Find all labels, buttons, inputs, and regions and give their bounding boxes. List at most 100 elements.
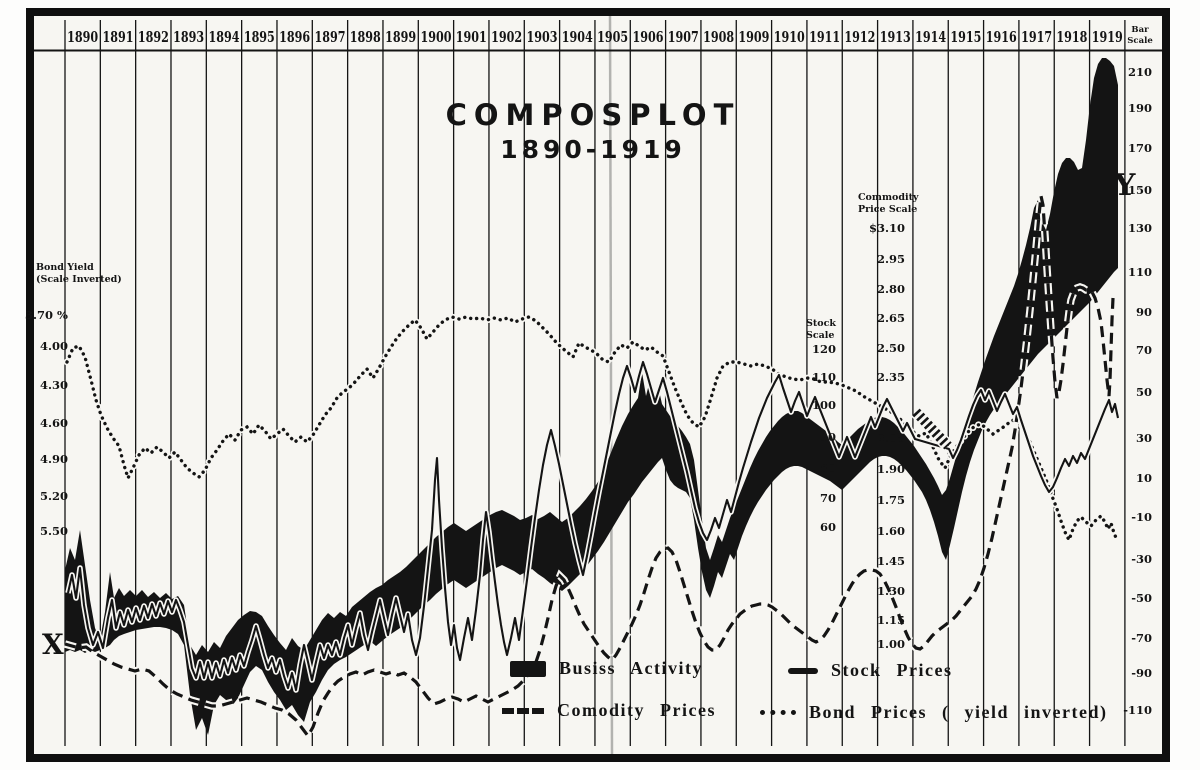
commodity-scale-tick-label: 2.35 [877, 370, 905, 384]
series-stock-prices-line [66, 360, 1120, 692]
year-label-1891: 1891 [102, 28, 133, 46]
year-label-1896: 1896 [279, 28, 310, 46]
legend-item-commodity-prices: Comodity Prices [502, 700, 716, 721]
page-fold-line [608, 15, 614, 755]
chart-title: COMPOSPLOT 1890-1919 [428, 98, 758, 164]
legend-label-business-activity: Busiss Activity [559, 658, 704, 678]
chart-title-line1: COMPOSPLOT [445, 98, 741, 132]
year-label-1897: 1897 [314, 28, 345, 46]
commodity-axis-title: Commodity Price Scale [858, 192, 919, 217]
bond-yield-tick-label: 4.60 [40, 416, 68, 430]
bond-yield-tick-label: 4.30 [40, 378, 68, 392]
year-label-1913: 1913 [880, 28, 911, 46]
year-label-1905: 1905 [597, 28, 628, 46]
year-label-1894: 1894 [208, 28, 239, 46]
year-label-1919: 1919 [1092, 28, 1123, 46]
commodity-axis-title-line2: Price Scale [858, 204, 918, 216]
chart-title-line2: 1890-1919 [500, 135, 686, 164]
legend-label-commodity-prices: Comodity Prices [557, 700, 716, 720]
bar-scale-tick-label: 150 [1128, 183, 1152, 197]
year-label-1902: 1902 [491, 28, 522, 46]
trend-baseline-marker-x: X [42, 628, 64, 661]
commodity-scale-tick-label: 1.60 [877, 524, 905, 538]
legend-item-business-activity: Busiss Activity [510, 658, 703, 679]
bar-scale-tick-label: 70 [1136, 343, 1152, 357]
year-label-1903: 1903 [526, 28, 557, 46]
commodity-axis-title-line1: Commodity [858, 192, 919, 203]
year-label-1914: 1914 [915, 28, 946, 46]
stock-axis-title-line2: Scale [806, 330, 835, 342]
bond-yield-tick-label: 4.00 [40, 339, 68, 353]
commodity-scale-tick-label: $3.10 [869, 221, 905, 235]
year-label-1912: 1912 [844, 28, 875, 46]
bond-yield-axis-title-line2: (Scale Inverted) [36, 274, 122, 286]
year-label-1909: 1909 [738, 28, 769, 46]
bar-scale-tick-label: 30 [1136, 431, 1152, 445]
commodity-scale-tick-label: 1.00 [877, 637, 905, 651]
stock-axis-title-line1: Stock [806, 318, 836, 329]
year-label-1890: 1890 [67, 28, 98, 46]
bar-scale-tick-label: -30 [1131, 552, 1152, 566]
year-label-1915: 1915 [950, 28, 981, 46]
bond-yield-tick-label: 5.50 [40, 524, 68, 538]
year-label-1907: 1907 [668, 28, 699, 46]
bar-scale-tick-label: 190 [1128, 101, 1152, 115]
bond-yield-axis-title: Bond Yield (Scale Inverted) [36, 262, 122, 287]
stock-gap-hatch [912, 408, 952, 450]
legend-item-stock-prices: Stock Prices [788, 660, 952, 681]
commodity-scale-tick-label: 2.80 [877, 282, 905, 296]
bar-scale-tick-label: -70 [1131, 631, 1152, 645]
commodity-scale-tick-label: 2.65 [877, 311, 905, 325]
year-label-1899: 1899 [385, 28, 416, 46]
bar-scale-tick-label: -90 [1131, 666, 1152, 680]
bar-scale-tick-label: -50 [1131, 591, 1152, 605]
bar-scale-tick-label: -10 [1131, 510, 1152, 524]
stock-prices-swatch-icon [788, 667, 818, 674]
bar-scale-tick-label: 50 [1136, 385, 1152, 399]
bar-scale-tick-label: 170 [1128, 141, 1152, 155]
bond-yield-tick-label: 3.70 % [25, 308, 68, 322]
stock-scale-tick-label: 60 [820, 520, 836, 534]
year-label-1895: 1895 [244, 28, 275, 46]
bond-yield-tick-label: 5.20 [40, 489, 68, 503]
commodity-prices-swatch-icon [502, 707, 544, 714]
stock-scale-tick-label: 80 [820, 461, 836, 475]
year-label-1910: 1910 [774, 28, 805, 46]
stock-axis-title: Stock Scale [806, 318, 836, 343]
stock-scale-tick-label: 100 [812, 398, 836, 412]
year-label-1908: 1908 [703, 28, 734, 46]
year-label-1901: 1901 [456, 28, 487, 46]
commodity-scale-tick-label: 1.90 [877, 462, 905, 476]
stock-scale-tick-label: 90 [820, 430, 836, 444]
year-label-1917: 1917 [1021, 28, 1052, 46]
commodity-scale-tick-label: 2.05 [877, 431, 905, 445]
legend-item-bond-prices: Bond Prices ( yield inverted) [760, 702, 1107, 723]
series-bond-prices-line [65, 315, 1119, 545]
year-label-1898: 1898 [350, 28, 381, 46]
bar-scale-tick-label: 210 [1128, 65, 1152, 79]
bar-scale-axis-title-line1: Bar [1131, 25, 1149, 35]
commodity-scale-tick-label: 1.30 [877, 584, 905, 598]
series-commodity-prices-line [64, 195, 1115, 739]
commodity-scale-tick-label: 1.15 [877, 613, 905, 627]
stock-scale-tick-label: 70 [820, 491, 836, 505]
year-label-1911: 1911 [809, 28, 840, 46]
bar-scale-tick-label: 110 [1128, 265, 1152, 279]
bar-scale-tick-label: 90 [1136, 305, 1152, 319]
bar-scale-axis-title: Bar Scale [1118, 25, 1162, 46]
bar-scale-tick-label: 130 [1128, 221, 1152, 235]
year-label-1900: 1900 [420, 28, 451, 46]
commodity-scale-tick-label: 1.45 [877, 554, 905, 568]
year-label-1904: 1904 [562, 28, 593, 46]
bond-prices-swatch-icon [760, 710, 796, 715]
bar-scale-axis-title-line2: Scale [1127, 35, 1153, 46]
bond-yield-axis-title-line1: Bond Yield [36, 262, 94, 273]
year-label-1918: 1918 [1056, 28, 1087, 46]
bar-scale-tick-label: -110 [1123, 703, 1152, 717]
year-label-1916: 1916 [986, 28, 1017, 46]
year-label-1892: 1892 [138, 28, 169, 46]
bond-yield-tick-label: 4.90 [40, 452, 68, 466]
commodity-scale-tick-label: 1.75 [877, 493, 905, 507]
